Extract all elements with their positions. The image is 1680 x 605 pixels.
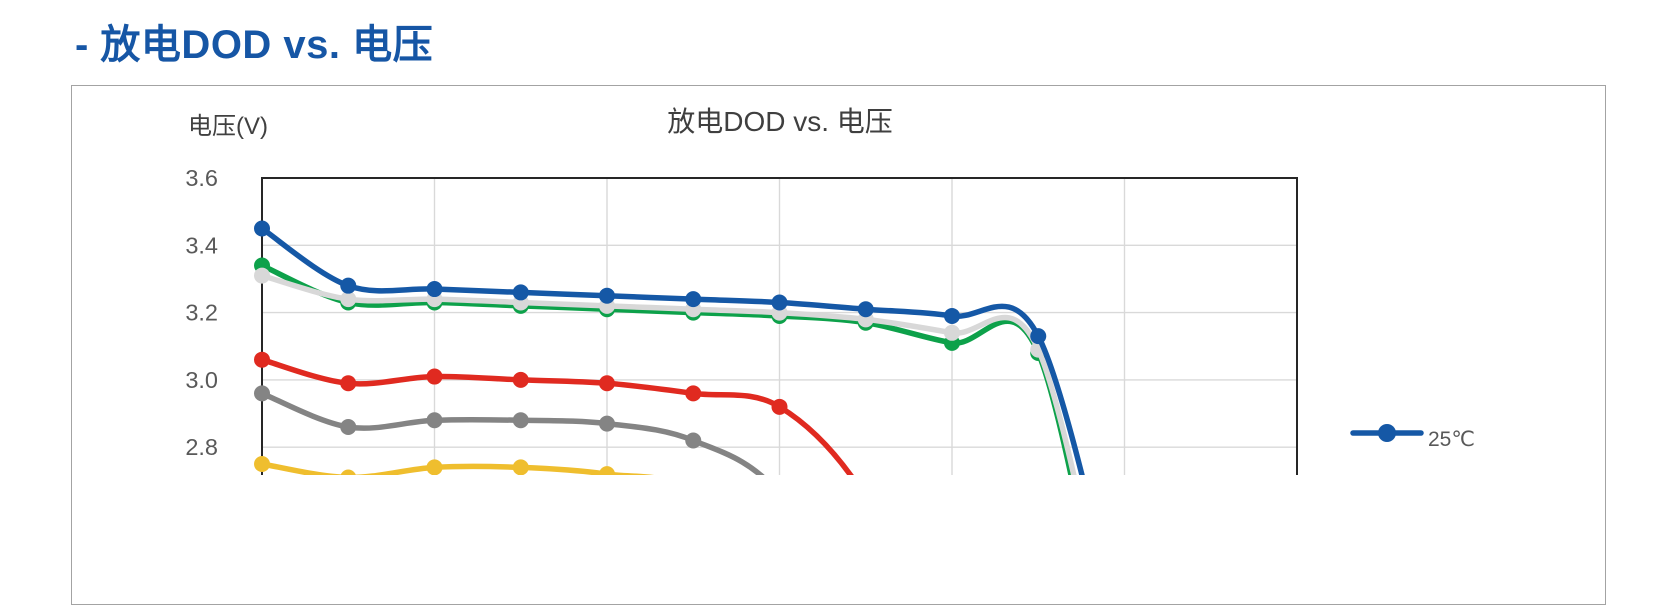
data-point-marker xyxy=(1030,328,1047,345)
legend-label: 25℃ xyxy=(1428,427,1475,451)
y-tick-label: 3.0 xyxy=(185,367,218,393)
y-tick-label: 3.4 xyxy=(185,232,218,258)
y-tick-label: 2.8 xyxy=(185,434,218,460)
data-point-marker xyxy=(340,375,357,392)
data-point-marker xyxy=(685,291,702,308)
data-point-marker xyxy=(512,371,529,388)
data-point-marker xyxy=(512,412,529,429)
data-point-marker xyxy=(512,459,529,475)
data-point-marker xyxy=(340,469,356,475)
data-point-marker xyxy=(254,385,270,402)
data-point-marker xyxy=(340,277,357,294)
data-point-marker xyxy=(512,284,529,301)
data-point-marker xyxy=(340,419,357,436)
data-point-marker xyxy=(254,456,270,473)
series-line xyxy=(259,390,765,475)
data-point-marker xyxy=(599,375,615,392)
series-line xyxy=(259,356,854,475)
data-point-marker xyxy=(254,351,270,368)
legend-line-marker-icon xyxy=(1350,424,1424,442)
data-point-marker xyxy=(254,267,270,284)
y-axis-label: 电压(V) xyxy=(188,113,268,140)
plot-area: 3.6 3.4 3.2 3.0 2.8 xyxy=(185,165,1298,475)
data-point-marker xyxy=(944,324,960,341)
data-point-marker xyxy=(599,466,615,475)
y-tick-label: 3.6 xyxy=(185,165,218,191)
data-point-marker xyxy=(944,307,960,324)
y-tick-label: 3.2 xyxy=(185,300,218,326)
data-point-marker xyxy=(254,220,270,237)
data-point-marker xyxy=(426,281,443,298)
data-point-marker xyxy=(857,301,874,318)
data-point-marker xyxy=(426,412,443,429)
data-point-marker xyxy=(771,294,788,311)
data-point-marker xyxy=(426,368,443,385)
data-point-marker xyxy=(599,287,615,304)
data-point-marker xyxy=(599,415,615,432)
chart-title: 放电DOD vs. 电压 xyxy=(667,106,893,137)
data-point-marker xyxy=(771,398,788,415)
data-point-marker xyxy=(340,291,357,308)
data-point-marker xyxy=(685,432,702,449)
data-point-marker xyxy=(426,459,443,475)
legend: 25℃ xyxy=(1350,416,1475,451)
data-point-marker xyxy=(685,385,702,402)
page-title: - 放电DOD vs. 电压 xyxy=(75,23,434,67)
